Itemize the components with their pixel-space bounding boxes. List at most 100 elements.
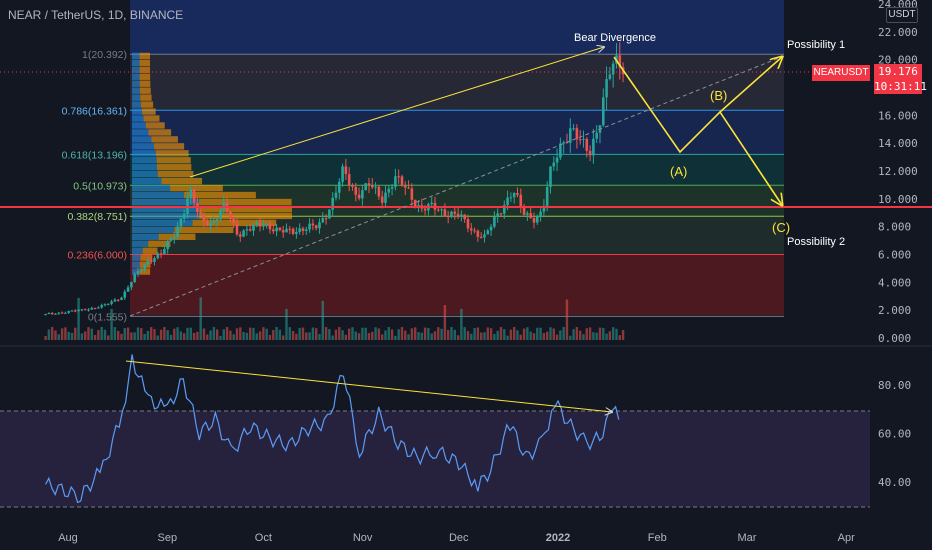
candle-body [555,157,559,163]
volume-bar [166,330,169,340]
volume-bar [380,334,384,340]
candle-body [172,237,176,239]
profile-bar-up [132,261,140,268]
volume-bar [483,332,486,340]
volume-bar [255,333,258,340]
volume-bar [301,327,305,340]
volume-bar [305,332,308,340]
volume-bar [354,331,357,340]
candle-body [275,227,278,232]
time-axis: Aug Sep Oct Nov Dec 2022 Feb Mar Apr [58,532,855,544]
rsi-tick: 40.00 [878,476,911,489]
volume-bar [298,328,301,340]
volume-bar [278,329,282,340]
volume-bar [123,328,126,340]
candle-body [87,309,90,311]
profile-bar-down [139,59,151,67]
candle-body [460,214,463,217]
rsi-axis: 40.00 60.00 80.00 [878,379,911,489]
volume-bar [136,327,140,340]
profile-bar-up [132,157,157,164]
candle-body [608,74,612,80]
volume-bar [331,335,334,340]
volume-bar [453,329,456,340]
candle-body [93,307,97,309]
candle-body [357,194,361,199]
volume-bar [245,332,249,340]
candle-body [70,310,74,312]
volume-bar [235,328,239,340]
candle-body [126,287,130,292]
profile-bar-up [132,136,152,143]
volume-bar [595,332,598,340]
volume-bar [57,334,60,340]
volume-bar [344,334,348,340]
candle-body [156,253,160,259]
candle-body [83,309,87,311]
profile-bar-up [132,129,149,136]
candle-body [440,209,443,211]
volume-bar [212,327,216,340]
volume-bar [479,332,483,340]
volume-bar [470,333,473,340]
candle-body [219,209,222,220]
candle-body [54,313,57,315]
profile-bar-up [132,66,140,73]
volume-bar [291,331,295,340]
volume-bar [384,330,387,340]
candle-body [304,229,308,231]
volume-bar [126,327,130,340]
candle-body [489,226,493,231]
time-tick: Aug [58,532,78,544]
candle-body [601,97,605,126]
currency-unit-button[interactable]: USDT [886,7,918,23]
candle-body [149,260,153,262]
volume-bar [179,331,183,340]
candle-body [542,205,546,212]
volume-bar [239,327,242,340]
profile-bar-down [139,80,151,87]
volume-bar [532,333,536,340]
candle-body [499,213,503,215]
volume-bar [328,329,331,340]
candle-body [308,223,311,230]
possibility-2-label: Possibility 2 [787,236,845,248]
volume-bar [516,330,519,340]
candle-body [479,236,483,238]
volume-bar [100,327,103,340]
volume-bar [433,331,437,340]
profile-bar-up [132,52,140,60]
candle-body [549,166,552,188]
fib-zone-3 [130,155,784,186]
volume-bar [199,297,202,340]
candle-body [179,218,183,227]
candle-body [295,231,298,234]
profile-bar-down [141,108,156,115]
candle-body [347,174,351,186]
last-price-tag: 19.176 10:31:11 [874,64,927,94]
profile-bar-up [132,247,143,254]
volume-bar [324,327,328,340]
volume-bar [611,327,615,340]
profile-bar-up [132,59,140,67]
candle-body [50,313,54,315]
wave-c-label: (C) [772,220,790,235]
price-tick: 4.000 [878,276,911,289]
profile-bar-down [157,171,194,178]
fib-label: 0.382(8.751) [67,211,127,223]
candle-body [473,230,476,232]
profile-bar-down [174,226,234,234]
profile-bar-up [132,87,140,94]
candle-body [281,230,285,233]
volume-bar [196,331,199,340]
volume-bar [173,328,176,340]
profile-bar-up [132,73,140,80]
volume-bar [44,336,47,340]
time-tick: 2022 [546,532,570,544]
volume-bar [192,332,196,340]
candle-body [288,228,292,230]
volume-bar [107,335,110,340]
volume-bar [189,327,192,340]
candle-body [100,305,103,308]
price-tick: 10.000 [878,193,918,206]
